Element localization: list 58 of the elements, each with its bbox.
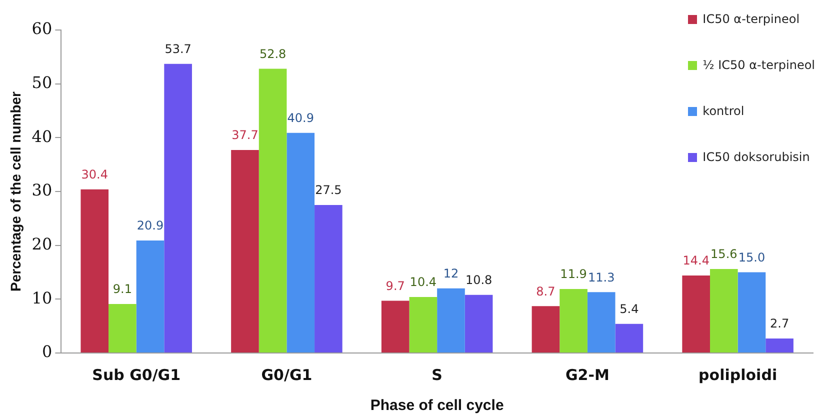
data-label: 12 <box>443 266 459 281</box>
legend-label: IC50 doksorubisin <box>702 150 810 164</box>
bar <box>615 324 644 352</box>
bar <box>766 338 794 352</box>
data-label: 9.7 <box>386 278 405 293</box>
y-tick-label: 40 <box>32 126 52 146</box>
x-tick-label: G2-M <box>565 366 610 384</box>
y-tick-label: 0 <box>42 342 52 362</box>
data-label: 30.4 <box>81 167 108 182</box>
legend-label: ½ IC50 α-terpineol <box>702 58 815 72</box>
data-label: 10.8 <box>465 272 492 287</box>
y-tick-label: 50 <box>32 72 52 92</box>
bar <box>136 240 164 352</box>
data-label: 11.3 <box>588 270 615 284</box>
y-axis-title: Percentage of the cell number <box>7 90 24 292</box>
bar <box>231 150 259 352</box>
data-label: 5.4 <box>620 302 639 316</box>
data-label: 40.9 <box>287 110 314 125</box>
bar <box>464 294 493 352</box>
data-label: 10.4 <box>410 275 437 290</box>
bar <box>560 288 588 352</box>
y-tick-label: 30 <box>32 180 52 200</box>
bar <box>164 64 192 352</box>
data-label: 9.1 <box>112 282 132 296</box>
bar <box>314 204 342 352</box>
y-tick-label: 60 <box>32 19 52 38</box>
bar <box>381 300 410 352</box>
x-axis-title: Phase of cell cycle <box>370 397 504 414</box>
y-tick-label: 10 <box>32 288 52 308</box>
data-label: 52.8 <box>259 46 286 61</box>
x-tick-label: S <box>432 366 442 384</box>
bar <box>682 275 710 352</box>
data-label: 8.7 <box>536 284 556 298</box>
bar <box>286 132 315 352</box>
data-label: 15.6 <box>710 247 738 262</box>
data-label: 53.7 <box>164 42 192 56</box>
data-label: 14.4 <box>682 254 710 268</box>
bar <box>710 269 738 352</box>
bar <box>738 272 766 352</box>
x-tick-label: Sub G0/G1 <box>92 366 181 384</box>
x-tick-label: poliploidi <box>698 366 778 384</box>
data-label: 20.9 <box>136 218 164 233</box>
bar <box>258 68 287 352</box>
bar <box>80 189 109 352</box>
data-label: 37.7 <box>232 128 258 142</box>
bar <box>409 297 438 352</box>
data-label: 15.0 <box>738 250 766 264</box>
data-label: 11.9 <box>560 267 587 282</box>
y-tick-label: 20 <box>32 234 52 254</box>
bar <box>532 306 560 352</box>
x-tick-label: G0/G1 <box>261 366 312 384</box>
bar <box>587 292 616 352</box>
bar <box>437 288 465 352</box>
legend-label: kontrol <box>702 104 744 118</box>
bar <box>108 304 136 352</box>
data-label: 27.5 <box>315 183 342 198</box>
data-label: 2.7 <box>770 316 790 331</box>
legend-label: IC50 α-terpineol <box>702 12 800 26</box>
